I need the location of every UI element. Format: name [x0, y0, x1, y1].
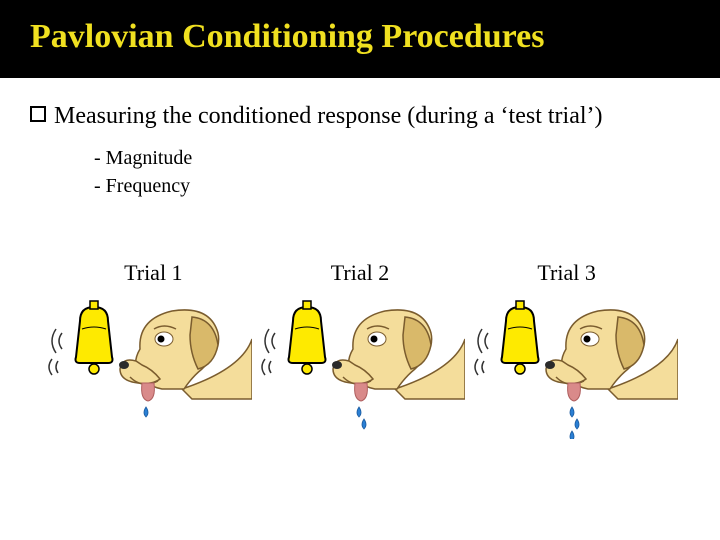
content-area: Measuring the conditioned response (duri… — [0, 78, 720, 434]
trial-image-3 — [468, 304, 678, 434]
square-bullet-icon — [30, 106, 46, 122]
trial-label-2: Trial 2 — [260, 260, 460, 286]
trial-labels-row: Trial 1 Trial 2 Trial 3 — [30, 260, 690, 286]
trial-label-1: Trial 1 — [53, 260, 253, 286]
sub-points: - Magnitude - Frequency — [94, 144, 690, 200]
trial-image-2 — [255, 304, 465, 434]
main-point-text: Measuring the conditioned response (duri… — [54, 100, 603, 132]
trial-image-1 — [42, 304, 252, 434]
slide-title: Pavlovian Conditioning Procedures — [30, 18, 700, 56]
sub-point-frequency: - Frequency — [94, 172, 690, 200]
trial-label-3: Trial 3 — [467, 260, 667, 286]
trial-images-row — [30, 304, 690, 434]
sub-point-magnitude: - Magnitude — [94, 144, 690, 172]
main-bullet-row: Measuring the conditioned response (duri… — [30, 100, 690, 132]
title-bar: Pavlovian Conditioning Procedures — [0, 0, 720, 78]
